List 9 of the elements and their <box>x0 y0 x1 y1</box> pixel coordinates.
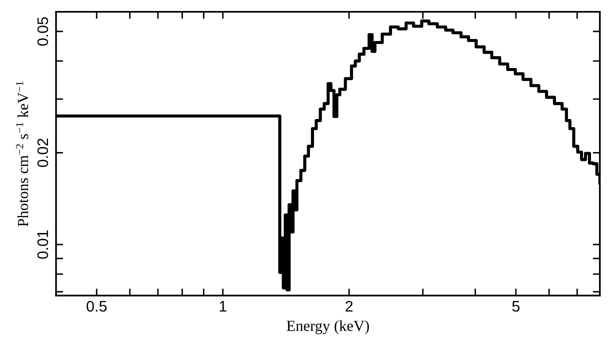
x-axis-title: Energy (keV) <box>286 320 369 334</box>
y-tick-label: 0.01 <box>37 230 48 259</box>
y-axis-title: Photons cm$^{−2}$ s$^{−1}$ keV$^{−1}$ <box>16 82 28 226</box>
x-tick-label: 1 <box>220 301 226 312</box>
x-tick-label: 2 <box>346 300 353 312</box>
y-tick-label: 0.02 <box>37 138 48 168</box>
x-tick-label: 5 <box>512 301 520 312</box>
y-tick-label: 0.05 <box>37 17 48 46</box>
x-tick-label: 0.5 <box>86 300 107 312</box>
